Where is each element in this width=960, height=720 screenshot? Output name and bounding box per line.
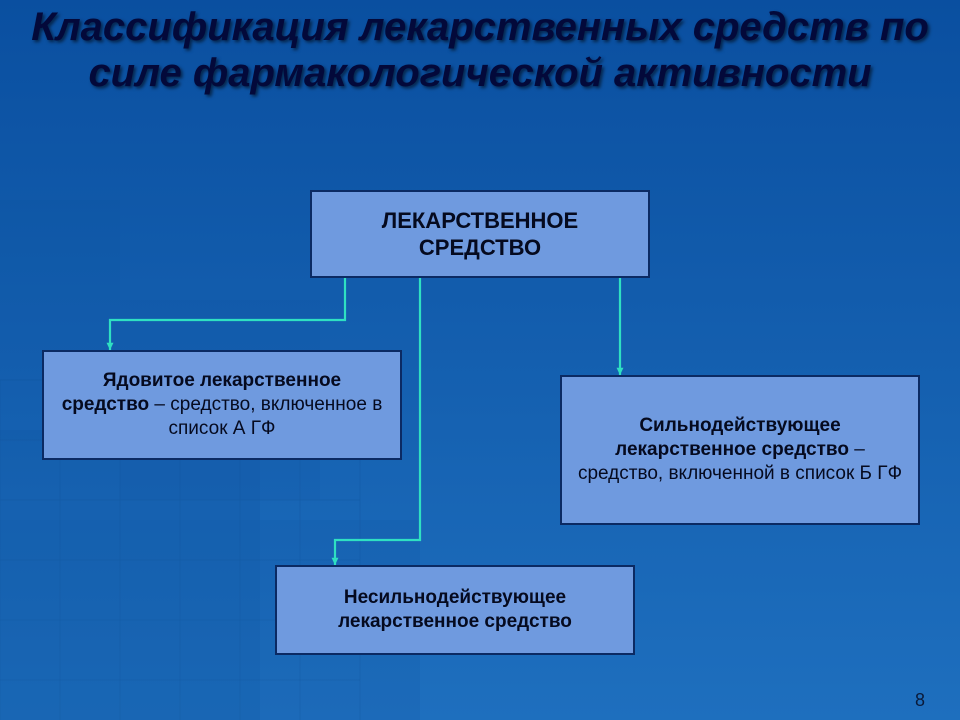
node-root-label: ЛЕКАРСТВЕННОЕ СРЕДСТВО: [326, 207, 634, 262]
node-bottom: Несильнодействующее лекарственное средст…: [275, 565, 635, 655]
page-number-value: 8: [915, 690, 925, 710]
node-root: ЛЕКАРСТВЕННОЕ СРЕДСТВО: [310, 190, 650, 278]
node-right: Сильнодействующее лекарственное средство…: [560, 375, 920, 525]
slide-title: Классификация лекарственных средств по с…: [0, 0, 960, 100]
node-root-label-bold: ЛЕКАРСТВЕННОЕ СРЕДСТВО: [382, 208, 578, 261]
page-number: 8: [915, 690, 925, 711]
node-left-label-rest: – средство, включенное в список А ГФ: [149, 394, 382, 439]
slide-title-text: Классификация лекарственных средств по с…: [0, 0, 960, 100]
slide: Классификация лекарственных средств по с…: [0, 0, 960, 720]
node-bottom-label: Несильнодействующее лекарственное средст…: [291, 586, 619, 634]
node-left-label: Ядовитое лекарственное средство – средст…: [58, 369, 386, 440]
node-left: Ядовитое лекарственное средство – средст…: [42, 350, 402, 460]
node-right-label: Сильнодействующее лекарственное средство…: [576, 414, 904, 485]
node-bottom-label-bold: Несильнодействующее лекарственное средст…: [338, 587, 572, 632]
node-right-label-bold: Сильнодействующее лекарственное средство: [615, 415, 849, 460]
